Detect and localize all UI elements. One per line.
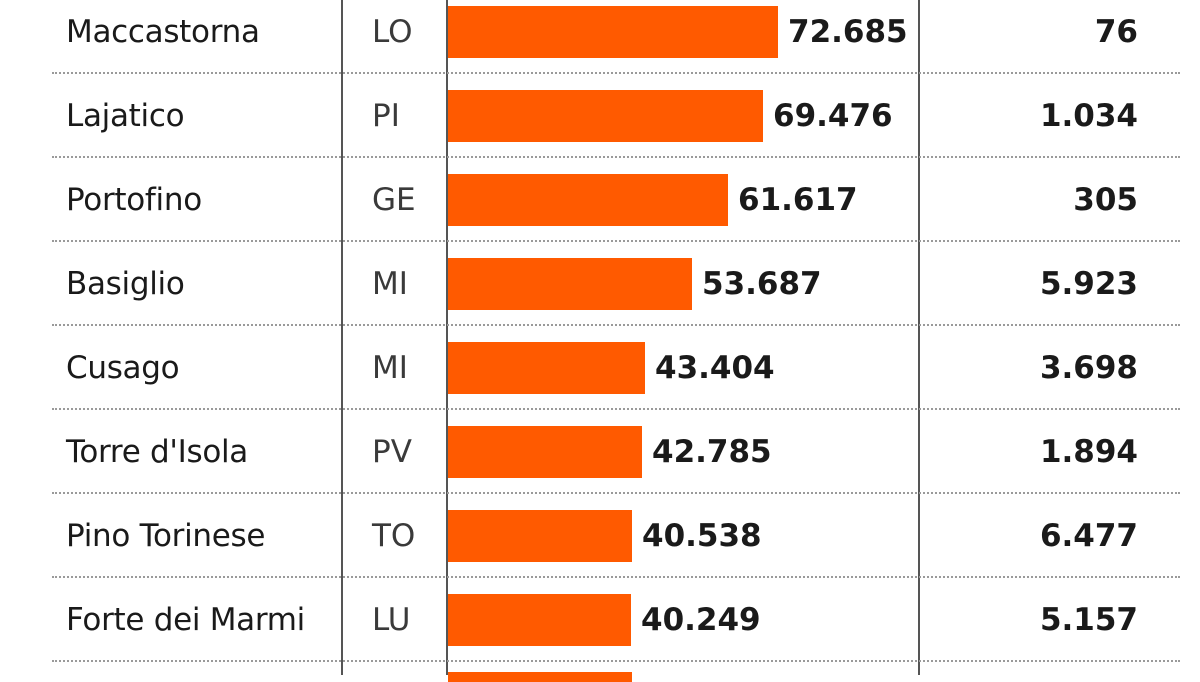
income-bar bbox=[448, 426, 642, 478]
column-divider-left bbox=[341, 0, 343, 675]
population-value: 5.157 bbox=[1039, 602, 1138, 638]
income-bar-partial bbox=[448, 672, 632, 682]
population-value: 5.923 bbox=[1039, 266, 1138, 302]
population-value: 6.477 bbox=[1039, 518, 1138, 554]
row-separator bbox=[52, 156, 1180, 158]
table-row: Lajatico PI 69.476 1.034 bbox=[0, 86, 1200, 170]
income-value-label: 69.476 bbox=[773, 98, 893, 134]
comune-name: Portofino bbox=[66, 182, 202, 218]
provincia-code: LO bbox=[372, 14, 413, 50]
provincia-code: PV bbox=[372, 434, 412, 470]
row-separator bbox=[52, 324, 1180, 326]
comune-name: Lajatico bbox=[66, 98, 185, 134]
row-separator bbox=[52, 492, 1180, 494]
population-value: 76 bbox=[1094, 14, 1138, 50]
provincia-code: MI bbox=[372, 266, 408, 302]
row-separator bbox=[52, 408, 1180, 410]
row-separator bbox=[52, 72, 1180, 74]
income-value-label: 61.617 bbox=[738, 182, 858, 218]
income-value-label: 42.785 bbox=[652, 434, 772, 470]
income-value-label: 43.404 bbox=[655, 350, 775, 386]
comune-name: Basiglio bbox=[66, 266, 185, 302]
comune-name: Torre d'Isola bbox=[66, 434, 248, 470]
table-row: Pino Torinese TO 40.538 6.477 bbox=[0, 506, 1200, 590]
row-separator bbox=[52, 660, 1180, 662]
table-row: Torre d'Isola PV 42.785 1.894 bbox=[0, 422, 1200, 506]
income-value-label: 40.538 bbox=[642, 518, 762, 554]
income-value-label: 53.687 bbox=[702, 266, 822, 302]
population-value: 1.894 bbox=[1039, 434, 1138, 470]
population-value: 305 bbox=[1073, 182, 1138, 218]
provincia-code: TO bbox=[372, 518, 416, 554]
income-bar bbox=[448, 594, 631, 646]
income-bar bbox=[448, 258, 692, 310]
bar-axis-line bbox=[446, 0, 448, 675]
row-separator bbox=[52, 240, 1180, 242]
column-divider-right bbox=[918, 0, 920, 675]
comune-name: Maccastorna bbox=[66, 14, 260, 50]
provincia-code: GE bbox=[372, 182, 416, 218]
table-row: Portofino GE 61.617 305 bbox=[0, 170, 1200, 254]
population-value: 1.034 bbox=[1039, 98, 1138, 134]
income-bar bbox=[448, 6, 778, 58]
table-row: Cusago MI 43.404 3.698 bbox=[0, 338, 1200, 422]
population-value: 3.698 bbox=[1039, 350, 1138, 386]
income-value-label: 40.249 bbox=[641, 602, 761, 638]
income-bar bbox=[448, 342, 645, 394]
income-bar bbox=[448, 90, 763, 142]
comune-name: Forte dei Marmi bbox=[66, 602, 305, 638]
income-value-label: 72.685 bbox=[788, 14, 908, 50]
table-row: Forte dei Marmi LU 40.249 5.157 bbox=[0, 590, 1200, 674]
table-row: Maccastorna LO 72.685 76 bbox=[0, 2, 1200, 86]
provincia-code: PI bbox=[372, 98, 400, 134]
income-bar bbox=[448, 174, 728, 226]
income-bar bbox=[448, 510, 632, 562]
provincia-code: MI bbox=[372, 350, 408, 386]
table-row: Basiglio MI 53.687 5.923 bbox=[0, 254, 1200, 338]
comune-name: Pino Torinese bbox=[66, 518, 266, 554]
provincia-code: LU bbox=[372, 602, 411, 638]
comune-name: Cusago bbox=[66, 350, 180, 386]
row-separator bbox=[52, 576, 1180, 578]
